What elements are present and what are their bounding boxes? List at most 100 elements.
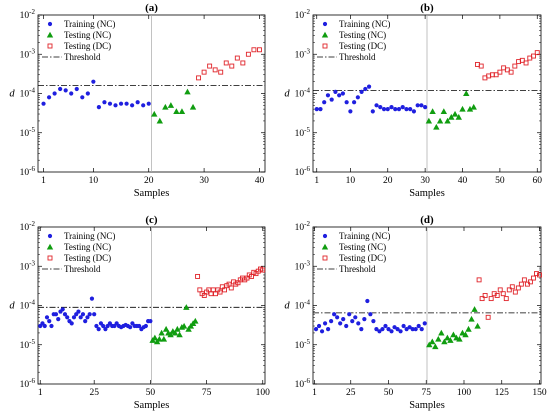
data-point-testing-nc xyxy=(173,108,180,114)
data-point-training xyxy=(341,317,346,322)
data-point-training xyxy=(130,103,135,108)
data-point-training xyxy=(410,327,415,332)
data-point-training xyxy=(56,317,61,322)
data-point-training xyxy=(377,329,382,334)
y-tick-label: 10-5 xyxy=(20,126,36,139)
data-point-training xyxy=(396,107,402,112)
x-tick-label: 60 xyxy=(533,176,543,186)
data-point-testing-nc xyxy=(468,315,475,322)
data-point-testing-nc xyxy=(432,343,439,350)
x-tick-label: 75 xyxy=(202,388,212,398)
legend: Training (NC)Testing (NC)Testing (DC)Thr… xyxy=(42,231,115,274)
data-point-testing-dc xyxy=(500,291,506,297)
data-point-training xyxy=(60,307,65,312)
data-point-testing-nc xyxy=(429,338,436,345)
legend-entry: Training (NC) xyxy=(64,19,115,29)
data-point-testing-dc xyxy=(228,285,234,291)
data-point-training xyxy=(353,315,358,320)
data-point-training xyxy=(374,103,379,108)
data-point-testing-dc xyxy=(534,50,540,56)
y-tick-label: 10-6 xyxy=(20,377,36,390)
data-point-training xyxy=(143,323,148,329)
data-point-testing-nc xyxy=(321,243,329,250)
data-point-testing-dc xyxy=(479,296,485,302)
data-point-training xyxy=(94,323,99,329)
y-tick-label: 10-2 xyxy=(20,8,36,21)
data-point-testing-nc xyxy=(436,117,444,124)
data-point-training xyxy=(329,319,334,324)
data-point-training xyxy=(389,329,394,334)
data-point-training xyxy=(407,325,412,330)
data-point-testing-dc xyxy=(527,279,533,285)
data-point-testing-nc xyxy=(451,110,459,117)
panel-title: (d) xyxy=(420,214,434,226)
legend: Training (NC)Testing (NC)Testing (DC)Thr… xyxy=(317,231,390,274)
data-point-testing-nc xyxy=(176,331,183,338)
data-point-training xyxy=(404,327,409,332)
legend-entry: Training (NC) xyxy=(339,19,390,29)
y-tick-label: 10-4 xyxy=(20,87,36,100)
y-tick-label: 10-3 xyxy=(20,259,36,272)
data-point-training xyxy=(69,91,74,96)
x-tick-label: 10 xyxy=(89,176,99,186)
data-point-testing-dc xyxy=(245,51,251,57)
data-point-training xyxy=(355,95,360,100)
series-testing-nc xyxy=(149,304,199,345)
data-point-training xyxy=(319,329,325,334)
panel-title: (a) xyxy=(145,2,158,14)
y-tick-label: 10-4 xyxy=(295,299,311,312)
legend-entry: Testing (NC) xyxy=(64,242,111,252)
data-point-training xyxy=(46,95,52,100)
x-axis-label: Samples xyxy=(409,188,445,199)
data-point-testing-nc xyxy=(189,103,197,110)
legend-entry: Testing (DC) xyxy=(64,41,111,51)
data-point-training xyxy=(102,100,107,105)
data-point-training xyxy=(69,321,74,326)
data-point-training xyxy=(92,312,97,317)
data-point-training xyxy=(392,325,397,330)
legend-entry: Testing (NC) xyxy=(64,30,111,40)
data-point-training xyxy=(423,105,428,110)
data-point-training xyxy=(53,312,59,317)
data-point-training xyxy=(316,323,322,329)
panel-title: (b) xyxy=(420,2,434,14)
data-point-testing-nc xyxy=(463,90,470,97)
x-tick-label: 25 xyxy=(346,388,356,398)
data-point-testing-dc xyxy=(196,75,202,81)
x-tick-label: 100 xyxy=(457,388,472,398)
legend: Training (NC)Testing (NC)Testing (DC)Thr… xyxy=(317,19,390,62)
data-point-training xyxy=(65,315,70,320)
legend-entry: Threshold xyxy=(339,52,376,62)
data-point-training xyxy=(338,321,343,326)
y-axis-label: d xyxy=(284,301,290,312)
data-point-training xyxy=(413,327,418,332)
data-point-training xyxy=(370,109,375,114)
data-point-testing-nc xyxy=(459,329,466,336)
legend-entry: Training (NC) xyxy=(64,231,115,241)
data-point-training xyxy=(322,321,328,326)
data-point-testing-nc xyxy=(46,31,54,38)
data-point-training xyxy=(41,101,46,106)
data-point-training xyxy=(348,109,353,114)
x-tick-label: 10 xyxy=(346,176,356,186)
x-tick-label: 150 xyxy=(532,388,547,398)
data-point-training xyxy=(419,327,424,332)
data-point-training xyxy=(365,298,370,304)
data-point-training xyxy=(322,233,328,239)
data-point-testing-dc xyxy=(257,47,262,53)
data-point-training xyxy=(368,312,373,317)
data-point-testing-dc xyxy=(201,69,207,75)
data-point-training xyxy=(101,323,106,329)
y-tick-label: 10-2 xyxy=(20,220,36,233)
data-point-training xyxy=(325,327,331,332)
data-point-testing-dc xyxy=(476,277,482,283)
x-tick-label: 125 xyxy=(495,388,510,398)
data-point-training xyxy=(371,319,376,324)
data-point-testing-nc xyxy=(474,322,481,329)
data-point-training xyxy=(47,233,53,239)
data-point-testing-dc xyxy=(537,272,542,278)
data-point-training xyxy=(63,88,68,93)
x-tick-label: 30 xyxy=(199,176,209,186)
data-point-training xyxy=(313,327,319,332)
